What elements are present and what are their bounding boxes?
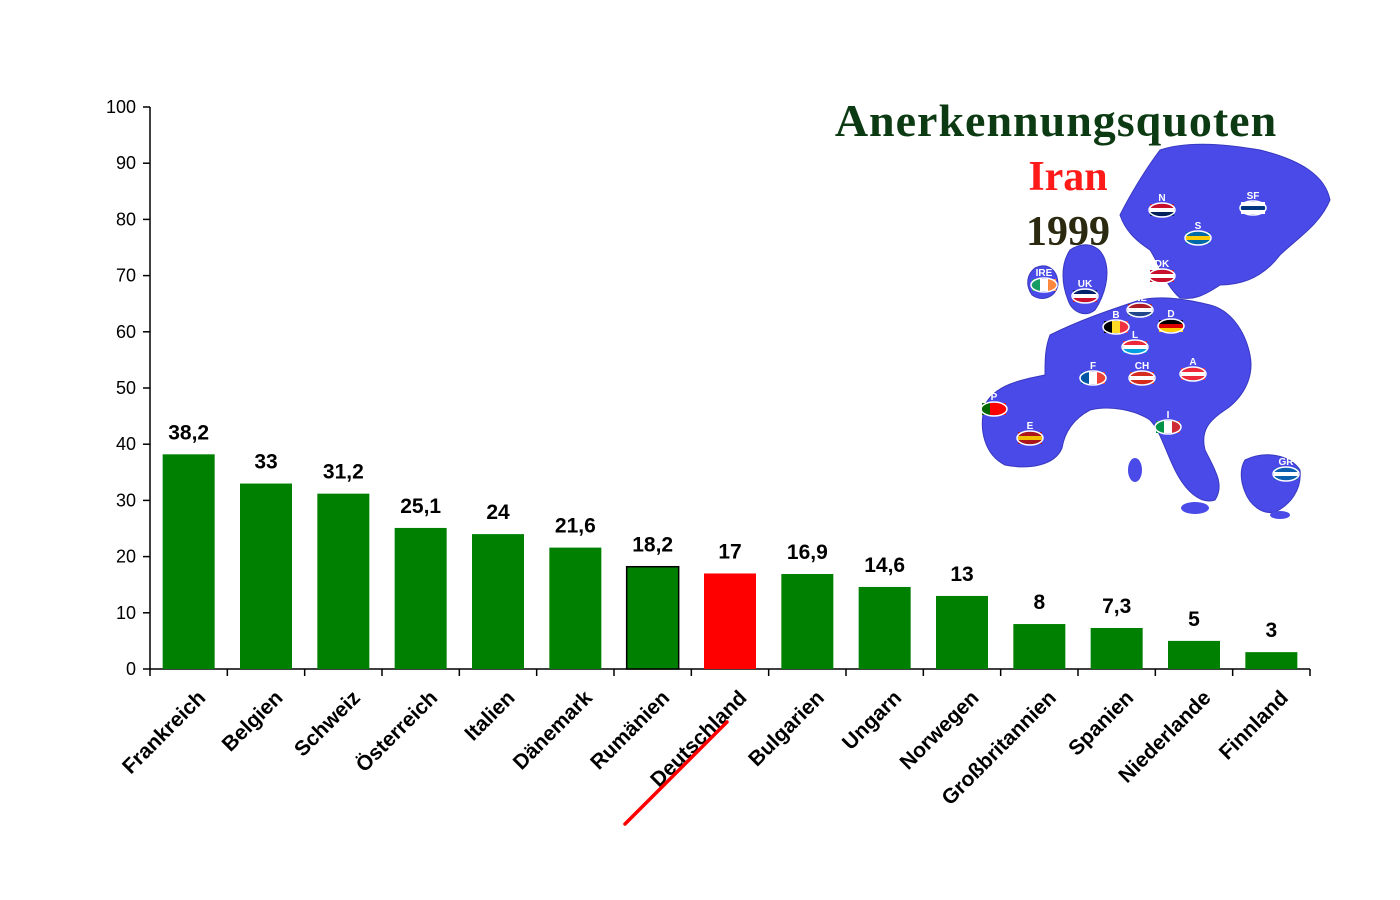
y-tick-label: 90	[116, 153, 136, 173]
flag-code-label: SF	[1247, 191, 1260, 202]
flag-code-label: S	[1195, 221, 1202, 232]
highlight-underline	[623, 720, 729, 826]
x-tick-label: Dänemark	[509, 686, 597, 774]
x-axis	[149, 668, 1311, 676]
bar-schweiz	[317, 493, 370, 669]
bar-spanien	[1090, 627, 1143, 669]
y-tick-label: 40	[116, 434, 136, 454]
flag-code-label: NL	[1133, 293, 1146, 304]
flag-uk-icon: UK	[1071, 279, 1099, 304]
data-label: 3	[1265, 619, 1277, 642]
bar-italien	[472, 534, 524, 669]
data-label: 33	[254, 451, 277, 474]
chart-subtitle-country: Iran	[1028, 154, 1107, 200]
flag-i-icon: I	[1154, 410, 1182, 435]
europe-map-icon: N SF S DK IRE UK NL B L D F CH A P E I GR	[980, 143, 1331, 519]
data-label: 24	[486, 501, 510, 524]
flag-gr-icon: GR	[1272, 457, 1300, 482]
x-tick-label: Bulgarien	[744, 686, 829, 771]
flag-code-label: UK	[1078, 279, 1093, 290]
data-label: 31,2	[323, 461, 364, 484]
x-tick-label: Ungarn	[838, 686, 906, 754]
flag-nl-icon: NL	[1126, 293, 1154, 318]
bar-rumänien	[625, 565, 680, 670]
bar-österreich	[394, 527, 447, 669]
flag-b-icon: B	[1102, 310, 1130, 335]
y-tick-label: 10	[116, 603, 136, 623]
y-axis: 0 10 20 30 40 50 60 70 80 90 100	[106, 97, 151, 679]
y-tick-label: 60	[116, 322, 136, 342]
bar-niederlande	[1168, 640, 1220, 669]
chart-subtitle-year: 1999	[1026, 209, 1110, 255]
y-tick-label: 30	[116, 490, 136, 510]
chart-title: Anerkennungsquoten	[835, 95, 1277, 146]
x-tick-label: Frankreich	[118, 686, 210, 778]
data-label: 16,9	[787, 541, 828, 564]
flag-code-label: D	[1167, 309, 1174, 320]
data-label: 21,6	[555, 515, 596, 538]
flag-n-icon: N	[1148, 193, 1176, 218]
data-label: 38,2	[168, 421, 209, 444]
x-tick-label: Spanien	[1064, 686, 1138, 760]
flag-code-label: L	[1132, 330, 1138, 341]
data-labels: 38,2 33 31,2 25,1 24 21,6 18,2 17 16,9 14,6 13 8 7,3…	[168, 421, 1277, 642]
data-label: 13	[950, 563, 973, 586]
flag-code-label: N	[1158, 193, 1165, 204]
y-tick-label: 0	[126, 659, 136, 679]
bars	[162, 454, 1298, 670]
flag-code-label: I	[1167, 410, 1170, 421]
flag-sf-icon: SF	[1239, 191, 1267, 216]
y-tick-label: 70	[116, 266, 136, 286]
x-tick-label: Schweiz	[290, 686, 365, 761]
flag-p-icon: P	[980, 392, 1008, 417]
bar-deutschland	[704, 573, 756, 669]
flag-code-label: IRE	[1036, 268, 1053, 279]
y-tick-label: 100	[106, 97, 136, 117]
flag-code-label: GR	[1279, 457, 1295, 468]
y-tick-label: 80	[116, 209, 136, 229]
flag-code-label: P	[991, 392, 998, 403]
bar-ungarn	[858, 586, 911, 669]
y-tick-label: 50	[116, 378, 136, 398]
data-label: 8	[1033, 591, 1045, 614]
bar-großbritannien	[1013, 624, 1066, 669]
x-tick-label: Belgien	[218, 686, 288, 756]
flag-l-icon: L	[1121, 330, 1149, 355]
data-label: 17	[718, 540, 741, 563]
data-label: 5	[1188, 608, 1200, 631]
bar-dänemark	[549, 547, 602, 669]
data-label: 14,6	[864, 554, 905, 577]
flag-a-icon: A	[1179, 357, 1207, 382]
bar-bulgarien	[781, 574, 834, 669]
flag-dk-icon: DK	[1148, 259, 1176, 284]
bar-finnland	[1245, 652, 1298, 669]
flag-code-label: CH	[1135, 361, 1149, 372]
flag-code-label: B	[1112, 310, 1119, 321]
flag-ire-icon: IRE	[1030, 268, 1058, 293]
flag-ch-icon: CH	[1128, 361, 1156, 386]
highlight-underline-line	[623, 720, 729, 826]
flag-code-label: A	[1189, 357, 1196, 368]
flag-code-label: F	[1090, 361, 1096, 372]
flag-e-icon: E	[1016, 421, 1044, 446]
flag-d-icon: D	[1157, 309, 1185, 334]
y-tick-label: 20	[116, 547, 136, 567]
bar-belgien	[240, 483, 292, 669]
flag-s-icon: S	[1184, 221, 1212, 246]
data-label: 7,3	[1102, 595, 1131, 618]
data-label: 25,1	[400, 495, 441, 518]
bar-norwegen	[936, 595, 988, 669]
x-tick-label: Österreich	[352, 686, 443, 777]
x-tick-label: Finnland	[1215, 686, 1293, 764]
flag-code-label: DK	[1155, 259, 1170, 270]
x-tick-label: Italien	[460, 686, 519, 745]
data-label: 18,2	[632, 534, 673, 557]
bar-frankreich	[162, 454, 215, 669]
flag-code-label: E	[1027, 421, 1034, 432]
flag-f-icon: F	[1079, 361, 1107, 386]
